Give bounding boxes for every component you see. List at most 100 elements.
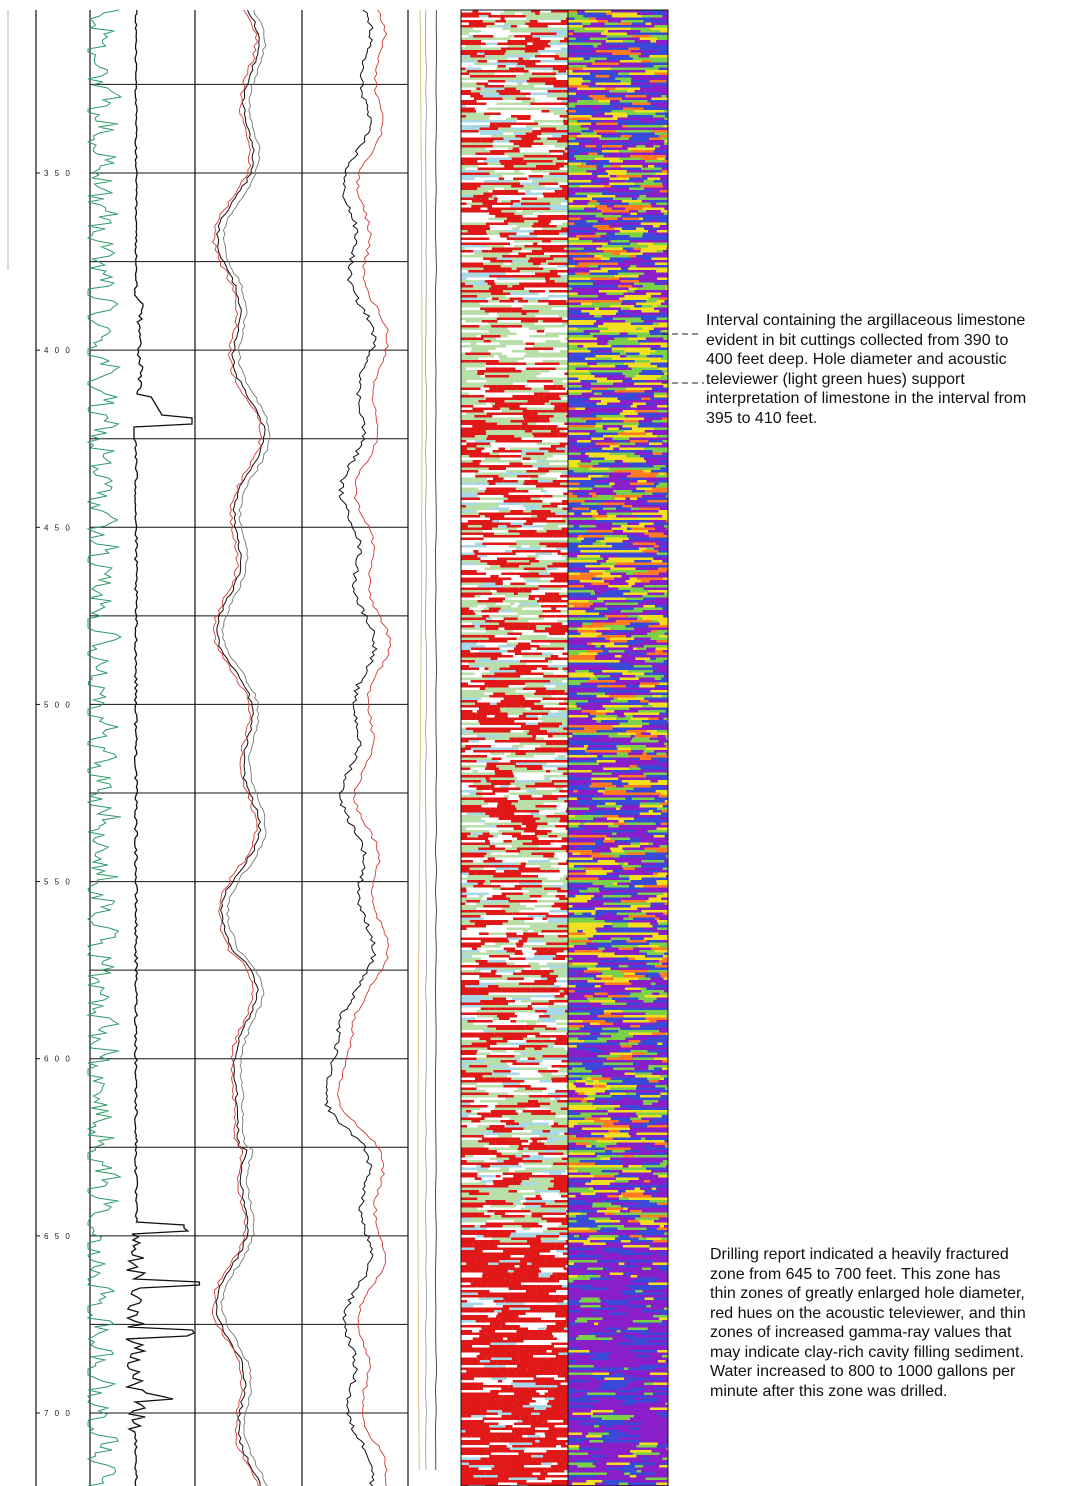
- image-streak: [486, 102, 497, 106]
- image-streak: [461, 890, 467, 893]
- image-streak: [497, 1367, 513, 1371]
- image-streak: [490, 807, 517, 811]
- image-streak: [461, 725, 474, 728]
- image-streak: [498, 670, 516, 673]
- image-streak: [461, 847, 479, 851]
- image-streak: [531, 1322, 556, 1326]
- image-streak: [580, 217, 604, 221]
- image-streak: [495, 660, 520, 663]
- image-streak: [512, 1327, 529, 1331]
- image-streak: [461, 315, 487, 318]
- image-streak: [609, 75, 632, 78]
- image-streak: [564, 1347, 568, 1351]
- image-streak: [495, 440, 512, 443]
- image-streak: [521, 875, 539, 878]
- image-streak: [509, 1355, 520, 1358]
- image-streak: [511, 605, 518, 608]
- image-streak: [510, 25, 518, 28]
- image-streak: [609, 225, 622, 228]
- image-streak: [496, 1002, 509, 1006]
- image-streak: [461, 452, 490, 456]
- image-streak: [552, 660, 568, 663]
- image-streak: [461, 1032, 477, 1036]
- image-streak: [461, 782, 474, 786]
- image-streak: [519, 180, 533, 183]
- image-streak: [486, 925, 502, 928]
- image-streak: [555, 955, 568, 958]
- image-streak: [575, 150, 588, 153]
- image-streak: [517, 387, 532, 391]
- image-streak: [486, 1040, 508, 1043]
- image-streak: [559, 55, 568, 58]
- image-streak: [520, 1207, 542, 1211]
- image-streak: [635, 227, 645, 231]
- image-streak: [525, 1377, 534, 1381]
- image-streak: [607, 47, 629, 51]
- image-streak: [564, 372, 568, 376]
- image-streak: [555, 1312, 568, 1316]
- image-streak: [532, 432, 559, 436]
- image-streak: [625, 95, 647, 98]
- image-streak: [598, 265, 606, 268]
- image-streak: [506, 642, 518, 646]
- image-streak: [546, 770, 551, 773]
- image-streak: [484, 682, 504, 686]
- image-streak: [620, 165, 631, 168]
- image-streak: [597, 300, 605, 303]
- image-streak: [507, 632, 522, 636]
- image-streak: [461, 1342, 466, 1346]
- image-streak: [511, 865, 526, 868]
- image-streak: [491, 1162, 519, 1166]
- image-streak: [479, 1335, 491, 1338]
- image-streak: [553, 1120, 568, 1123]
- image-streak: [507, 1270, 514, 1273]
- image-streak: [461, 420, 486, 423]
- image-streak: [472, 540, 497, 543]
- image-streak: [601, 105, 614, 108]
- image-streak: [488, 877, 517, 881]
- image-streak: [568, 175, 583, 178]
- image-streak: [517, 777, 527, 781]
- image-streak: [486, 717, 513, 721]
- image-streak: [538, 1275, 545, 1278]
- image-streak: [461, 62, 475, 66]
- image-streak: [530, 1245, 556, 1248]
- image-streak: [483, 50, 502, 53]
- image-streak: [595, 60, 620, 63]
- image-streak: [484, 372, 514, 376]
- image-streak: [565, 280, 568, 283]
- image-streak: [551, 1077, 568, 1081]
- image-streak: [504, 220, 517, 223]
- image-streak: [461, 852, 487, 856]
- image-streak: [575, 137, 600, 141]
- image-streak: [561, 837, 568, 841]
- image-streak: [461, 605, 474, 608]
- image-streak: [497, 1095, 514, 1098]
- image-streak: [568, 35, 585, 38]
- image-streak: [552, 1272, 568, 1276]
- image-streak: [490, 1470, 500, 1473]
- image-streak: [566, 1415, 568, 1418]
- image-streak: [518, 992, 527, 996]
- image-streak: [502, 82, 518, 86]
- image-streak: [461, 1235, 477, 1238]
- image-streak: [516, 75, 528, 78]
- image-streak: [526, 1200, 555, 1203]
- image-streak: [528, 597, 535, 601]
- image-streak: [461, 695, 490, 698]
- image-streak: [497, 200, 502, 203]
- image-streak: [523, 667, 537, 671]
- image-streak: [555, 585, 568, 588]
- image-streak: [461, 132, 480, 136]
- image-streak: [582, 22, 591, 26]
- image-streak: [563, 407, 568, 411]
- image-streak: [533, 930, 542, 933]
- image-streak: [461, 440, 467, 443]
- image-streak: [632, 207, 643, 211]
- image-streak: [461, 1357, 468, 1361]
- image-streak: [507, 1062, 513, 1066]
- image-streak: [555, 1355, 568, 1358]
- image-streak: [501, 412, 517, 416]
- image-streak: [461, 1397, 485, 1401]
- image-streak: [523, 932, 538, 936]
